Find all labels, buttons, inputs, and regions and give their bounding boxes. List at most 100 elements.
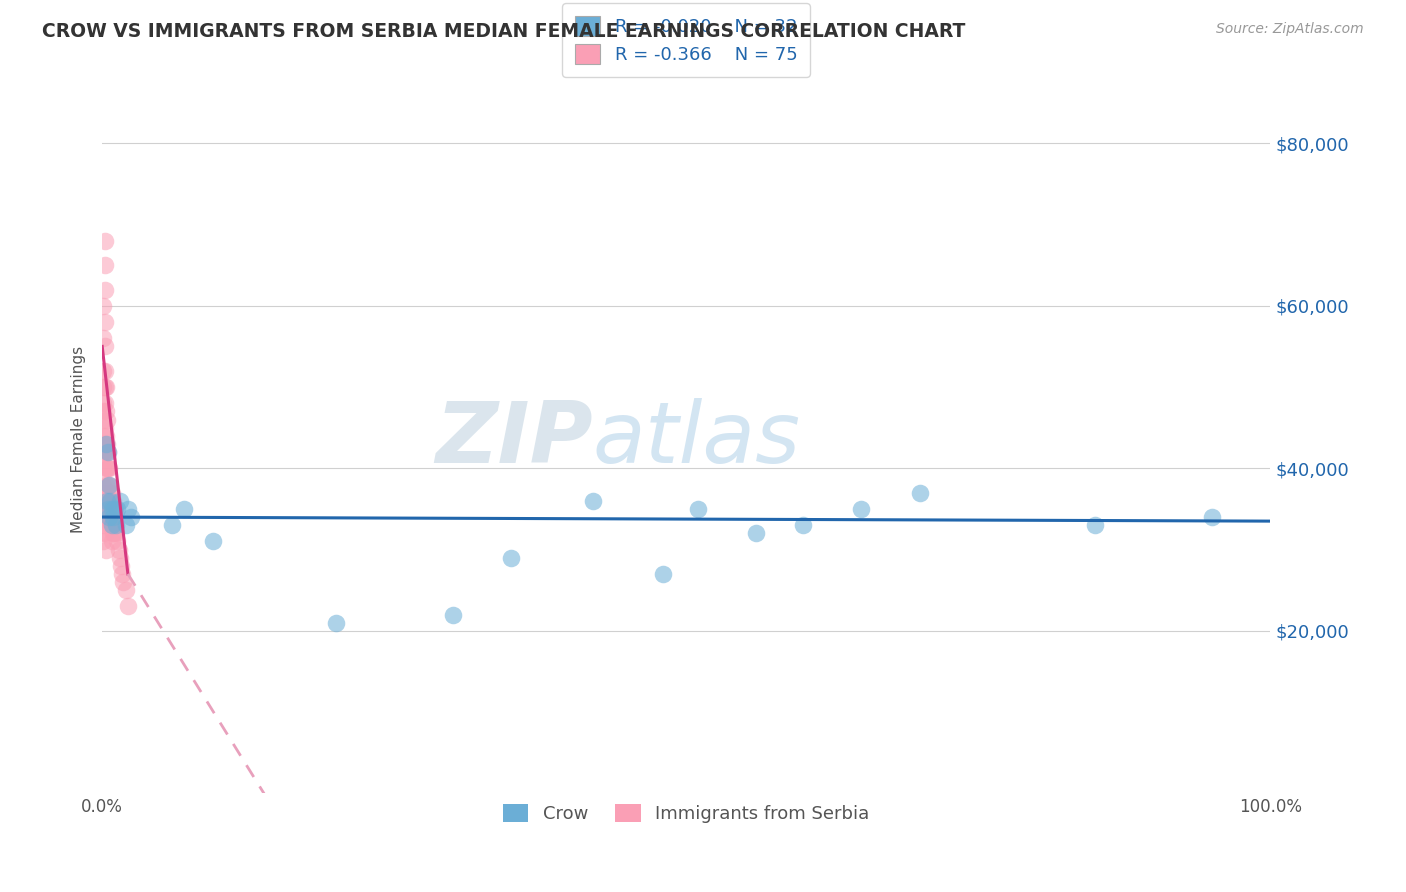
Point — [117, 599, 139, 614]
Point — [104, 518, 127, 533]
Point — [686, 502, 709, 516]
Point — [94, 437, 117, 451]
Point — [93, 234, 115, 248]
Point — [96, 461, 118, 475]
Point — [97, 461, 120, 475]
Point — [101, 493, 124, 508]
Point — [104, 502, 127, 516]
Point — [117, 502, 139, 516]
Point — [112, 575, 135, 590]
Point — [162, 518, 184, 533]
Point — [93, 493, 115, 508]
Point — [93, 283, 115, 297]
Point — [105, 502, 128, 516]
Point — [499, 550, 522, 565]
Point — [103, 526, 125, 541]
Point — [98, 493, 121, 508]
Point — [93, 429, 115, 443]
Point — [93, 420, 115, 434]
Point — [93, 364, 115, 378]
Point — [582, 493, 605, 508]
Point — [173, 502, 195, 516]
Point — [93, 412, 115, 426]
Point — [93, 315, 115, 329]
Point — [101, 526, 124, 541]
Point — [120, 510, 142, 524]
Point — [105, 534, 128, 549]
Point — [745, 526, 768, 541]
Point — [108, 550, 131, 565]
Point — [93, 437, 115, 451]
Point — [100, 502, 122, 516]
Point — [93, 534, 115, 549]
Point — [93, 396, 115, 410]
Point — [98, 477, 121, 491]
Point — [100, 502, 122, 516]
Point — [110, 558, 132, 573]
Point — [100, 485, 122, 500]
Point — [100, 518, 122, 533]
Text: ZIP: ZIP — [434, 399, 593, 482]
Point — [94, 380, 117, 394]
Point — [93, 445, 115, 459]
Point — [1201, 510, 1223, 524]
Point — [97, 445, 120, 459]
Point — [103, 502, 125, 516]
Point — [93, 404, 115, 418]
Point — [96, 493, 118, 508]
Point — [114, 518, 136, 533]
Point — [908, 485, 931, 500]
Point — [97, 445, 120, 459]
Point — [94, 526, 117, 541]
Point — [851, 502, 873, 516]
Point — [100, 534, 122, 549]
Point — [94, 542, 117, 557]
Point — [93, 339, 115, 353]
Point — [111, 566, 134, 581]
Point — [114, 583, 136, 598]
Point — [1084, 518, 1107, 533]
Point — [97, 510, 120, 524]
Point — [93, 485, 115, 500]
Point — [93, 526, 115, 541]
Y-axis label: Median Female Earnings: Median Female Earnings — [72, 346, 86, 533]
Text: CROW VS IMMIGRANTS FROM SERBIA MEDIAN FEMALE EARNINGS CORRELATION CHART: CROW VS IMMIGRANTS FROM SERBIA MEDIAN FE… — [42, 22, 966, 41]
Point — [202, 534, 225, 549]
Point — [105, 526, 128, 541]
Point — [94, 510, 117, 524]
Point — [96, 412, 118, 426]
Point — [94, 461, 117, 475]
Point — [93, 502, 115, 516]
Point — [94, 493, 117, 508]
Point — [108, 493, 131, 508]
Point — [651, 566, 673, 581]
Point — [100, 518, 122, 533]
Point — [94, 445, 117, 459]
Point — [93, 461, 115, 475]
Point — [96, 485, 118, 500]
Point — [98, 477, 121, 491]
Point — [100, 485, 122, 500]
Point — [93, 258, 115, 272]
Point — [101, 510, 124, 524]
Point — [93, 380, 115, 394]
Point — [97, 477, 120, 491]
Point — [94, 477, 117, 491]
Point — [93, 477, 115, 491]
Text: Source: ZipAtlas.com: Source: ZipAtlas.com — [1216, 22, 1364, 37]
Point — [441, 607, 464, 622]
Point — [94, 429, 117, 443]
Point — [103, 510, 125, 524]
Point — [98, 461, 121, 475]
Point — [93, 396, 115, 410]
Point — [105, 518, 128, 533]
Point — [93, 445, 115, 459]
Point — [93, 331, 115, 345]
Point — [101, 510, 124, 524]
Point — [98, 510, 121, 524]
Point — [97, 493, 120, 508]
Point — [325, 615, 347, 630]
Point — [107, 542, 129, 557]
Point — [97, 502, 120, 516]
Point — [93, 518, 115, 533]
